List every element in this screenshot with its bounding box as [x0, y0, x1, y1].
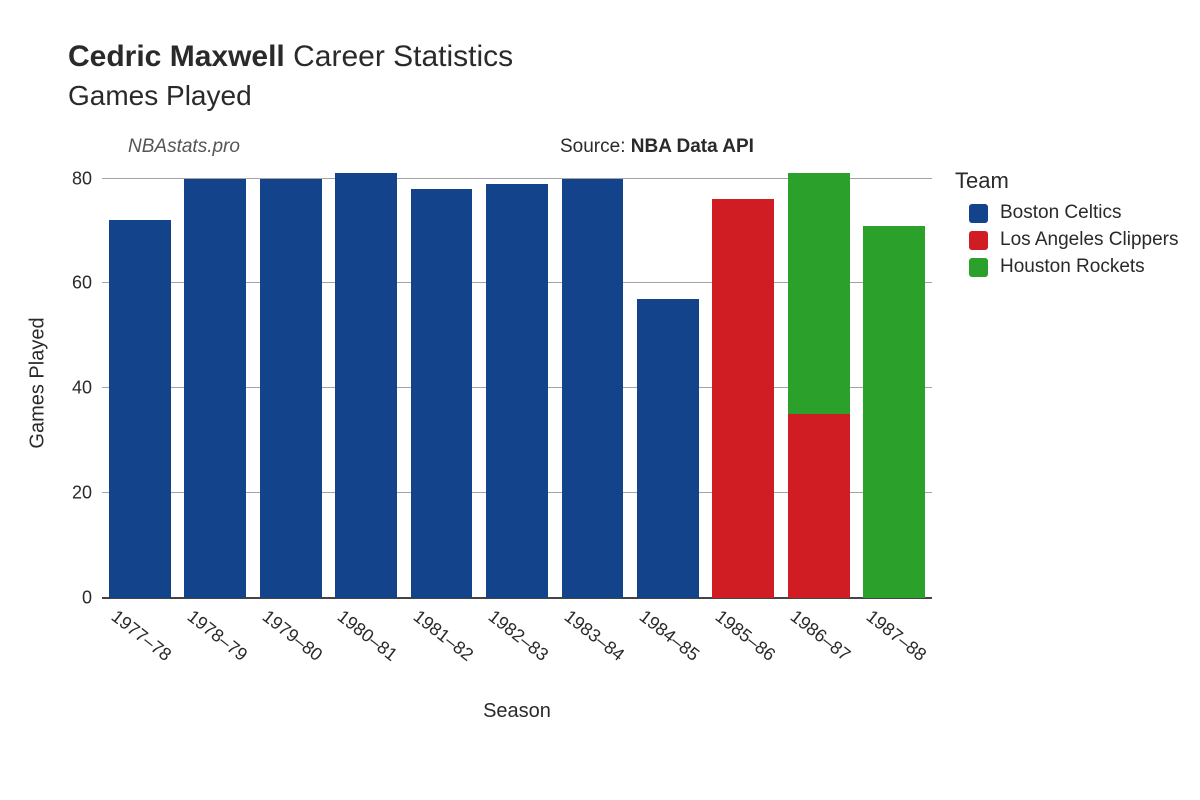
x-tick-label: 1986–87 [786, 606, 854, 666]
x-tick-label: 1980–81 [333, 606, 401, 666]
legend-label: Houston Rockets [1000, 256, 1145, 278]
legend-title: Team [955, 168, 1179, 194]
bar-segment [712, 199, 774, 598]
bar-segment [788, 414, 850, 598]
x-axis-label: Season [483, 700, 551, 723]
bar-segment [486, 184, 548, 598]
x-tick-label: 1977–78 [107, 606, 175, 666]
source-text: Source: NBA Data API [560, 136, 754, 158]
source-prefix: Source: [560, 136, 631, 157]
x-tick-label: 1983–84 [560, 606, 628, 666]
y-tick-label: 20 [72, 483, 102, 504]
x-tick-label: 1985–86 [711, 606, 779, 666]
title-suffix: Career Statistics [293, 40, 513, 73]
bar-segment [863, 226, 925, 598]
bar-segment [411, 189, 473, 598]
watermark-text: NBAstats.pro [128, 136, 240, 158]
x-tick-label: 1979–80 [258, 606, 326, 666]
bar-segment [637, 299, 699, 598]
x-tick-label: 1982–83 [484, 606, 552, 666]
title-block: Cedric Maxwell Career Statistics Games P… [68, 38, 513, 113]
title-player: Cedric Maxwell [68, 40, 285, 73]
plot-area: 0204060801977–781978–791979–801980–81198… [102, 168, 932, 598]
bar-segment [109, 220, 171, 598]
legend-item: Houston Rockets [969, 256, 1179, 278]
x-tick-label: 1987–88 [862, 606, 930, 666]
legend-swatch [969, 258, 988, 277]
source-name: NBA Data API [631, 136, 754, 157]
bar-segment [335, 173, 397, 598]
x-tick-label: 1978–79 [183, 606, 251, 666]
legend-label: Boston Celtics [1000, 202, 1121, 224]
y-tick-label: 80 [72, 168, 102, 189]
y-tick-label: 40 [72, 378, 102, 399]
x-tick-label: 1984–85 [635, 606, 703, 666]
legend-item: Boston Celtics [969, 202, 1179, 224]
legend-item: Los Angeles Clippers [969, 229, 1179, 251]
y-axis-label: Games Played [27, 317, 50, 448]
legend-label: Los Angeles Clippers [1000, 229, 1179, 251]
plot-inner: 0204060801977–781978–791979–801980–81198… [102, 168, 932, 598]
legend-swatch [969, 204, 988, 223]
legend-swatch [969, 231, 988, 250]
bar-segment [788, 173, 850, 414]
x-tick-label: 1981–82 [409, 606, 477, 666]
title-subtitle: Games Played [68, 78, 513, 113]
bar-segment [184, 179, 246, 599]
y-tick-label: 60 [72, 273, 102, 294]
chart-container: Cedric Maxwell Career Statistics Games P… [0, 0, 1200, 800]
legend: Team Boston Celtics Los Angeles Clippers H… [955, 168, 1179, 283]
bar-segment [562, 179, 624, 599]
title-line-1: Cedric Maxwell Career Statistics [68, 38, 513, 76]
y-tick-label: 0 [82, 588, 102, 609]
bar-segment [260, 179, 322, 599]
